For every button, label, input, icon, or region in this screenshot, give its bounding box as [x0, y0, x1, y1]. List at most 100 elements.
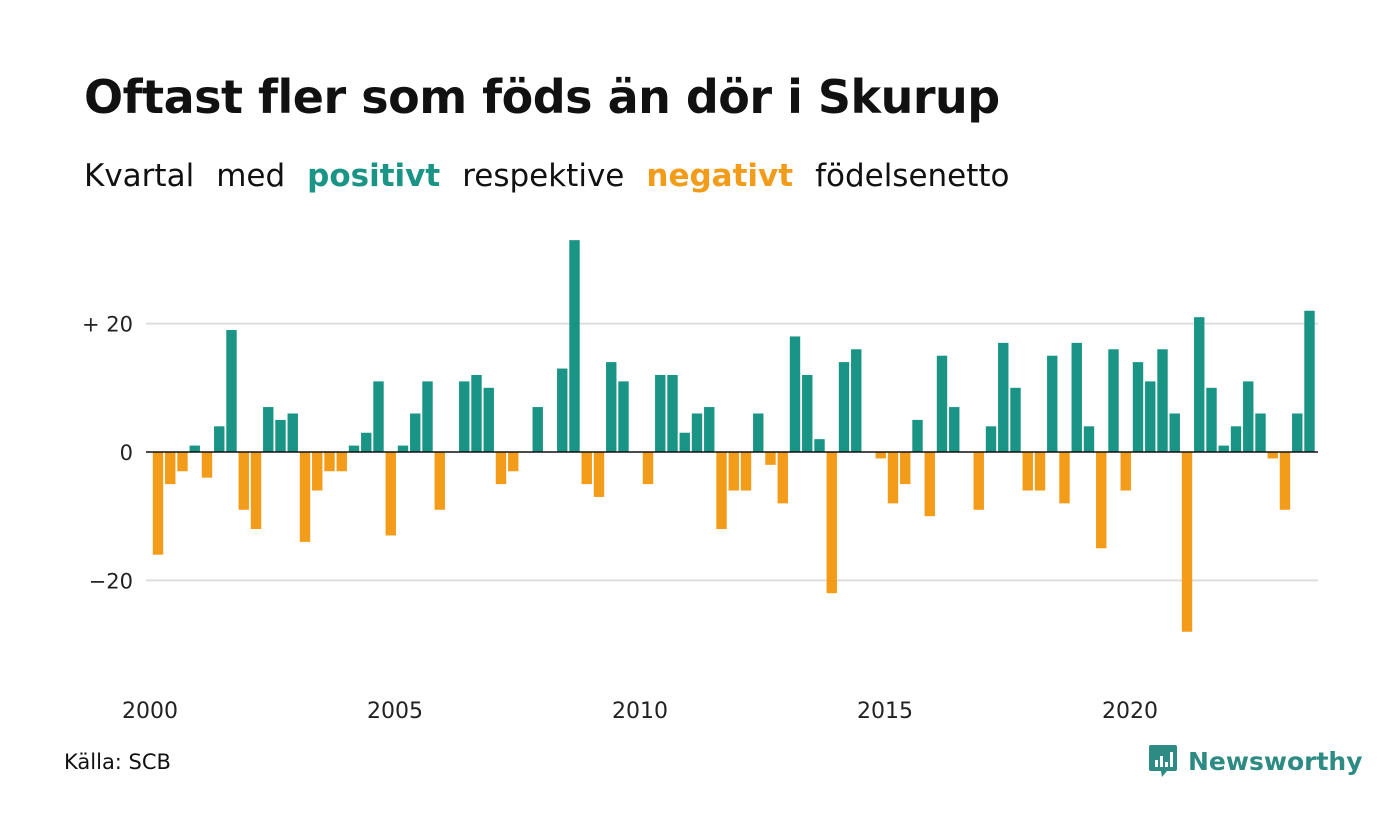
bar-negative	[250, 452, 262, 530]
bar-negative	[1267, 452, 1278, 459]
bar-positive	[1206, 387, 1217, 452]
bar-positive	[912, 419, 923, 452]
bar-positive	[753, 413, 764, 452]
bar-negative	[581, 452, 592, 485]
bar-negative	[777, 452, 788, 504]
bar-positive	[1255, 413, 1266, 452]
bar-negative	[1096, 452, 1107, 549]
bar-positive	[189, 445, 200, 452]
bar-positive	[655, 374, 666, 452]
subtitle-word-med: med	[216, 158, 286, 194]
bar-negative	[765, 452, 776, 465]
bar-positive	[348, 445, 360, 452]
bar-positive	[532, 407, 543, 452]
x-tick-label: 2010	[612, 699, 668, 724]
bar-positive	[949, 407, 960, 452]
bar-negative	[924, 452, 935, 517]
bar-positive	[1132, 362, 1144, 452]
bar-negative	[385, 452, 396, 536]
subtitle-word-respektive: respektive	[462, 158, 625, 194]
bar-positive	[410, 413, 421, 452]
bar-positive	[1243, 381, 1254, 452]
bar-positive	[1230, 426, 1242, 452]
bar-negative	[716, 452, 727, 530]
bar-positive	[373, 381, 384, 452]
bar-negative	[238, 452, 249, 510]
bar-positive	[789, 336, 801, 452]
bar-positive	[569, 240, 580, 452]
bar-negative	[1279, 452, 1291, 510]
bar-negative	[875, 452, 886, 459]
bar-positive	[287, 413, 298, 452]
bar-negative	[165, 452, 176, 485]
y-tick-label: 0	[120, 441, 133, 465]
y-tick-label: −20	[89, 569, 133, 593]
bar-positive	[1169, 413, 1180, 452]
bar-positive	[226, 330, 237, 452]
subtitle-word-fodelsenetto: födelsenetto	[815, 158, 1010, 194]
source-note: Källa: SCB	[64, 750, 171, 774]
bar-positive	[851, 349, 862, 452]
bar-positive	[998, 342, 1009, 452]
bar-negative	[1022, 452, 1033, 491]
bar-positive	[1194, 317, 1205, 452]
bar-negative	[826, 452, 837, 594]
bar-positive	[691, 413, 703, 452]
bar-positive	[679, 432, 690, 452]
bar-positive	[1108, 349, 1119, 452]
bar-positive	[838, 362, 850, 452]
bar-negative	[495, 452, 507, 485]
chart-title: Oftast fler som föds än dör i Skurup	[84, 70, 1000, 124]
bar-positive	[1145, 381, 1156, 452]
bar-positive	[214, 426, 225, 452]
bar-negative	[152, 452, 164, 555]
bar-negative	[1059, 452, 1070, 504]
bar-positive	[936, 355, 948, 452]
bar-positive	[422, 381, 433, 452]
bar-positive	[1292, 413, 1303, 452]
bar-positive	[557, 368, 568, 452]
bar-positive	[704, 407, 715, 452]
bar-positive	[802, 374, 813, 452]
bar-positive	[618, 381, 629, 452]
bar-positive	[606, 362, 617, 452]
bar-positive	[985, 426, 997, 452]
bar-positive	[1047, 355, 1058, 452]
bar-negative	[324, 452, 335, 472]
x-tick-label: 2000	[122, 699, 178, 724]
subtitle-positive-label: positivt	[307, 158, 441, 194]
bar-negative	[887, 452, 899, 504]
bar-positive	[459, 381, 470, 452]
bar-positive	[814, 439, 825, 452]
bar-negative	[508, 452, 519, 472]
bar-positive	[1071, 342, 1082, 452]
bar-positive	[483, 387, 494, 452]
bar-positive	[361, 432, 372, 452]
bar-positive	[1157, 349, 1168, 452]
bar-positive	[263, 407, 274, 452]
x-tick-label: 2015	[857, 699, 913, 724]
bar-positive	[1010, 387, 1021, 452]
bar-positive	[667, 374, 678, 452]
bar-negative	[973, 452, 984, 510]
bar-negative	[201, 452, 213, 478]
bar-positive	[1218, 445, 1229, 452]
bar-positive	[397, 445, 409, 452]
newsworthy-logo-icon	[1149, 745, 1177, 777]
x-tick-label: 2005	[367, 699, 423, 724]
bar-negative	[1120, 452, 1131, 491]
bar-positive	[471, 374, 482, 452]
bar-negative	[177, 452, 188, 472]
bar-negative	[434, 452, 445, 510]
bar-negative	[593, 452, 605, 497]
bar-positive	[1304, 310, 1315, 452]
bar-positive	[1083, 426, 1095, 452]
subtitle-word-kvartal: Kvartal	[84, 158, 195, 194]
bar-negative	[642, 452, 654, 485]
bar-negative	[312, 452, 323, 491]
newsworthy-brand: Newsworthy	[1148, 744, 1363, 778]
bar-negative	[1181, 452, 1193, 632]
bar-negative	[740, 452, 752, 491]
chart-subtitle: Kvartal med positivt respektive negativt föde…	[84, 158, 1032, 194]
